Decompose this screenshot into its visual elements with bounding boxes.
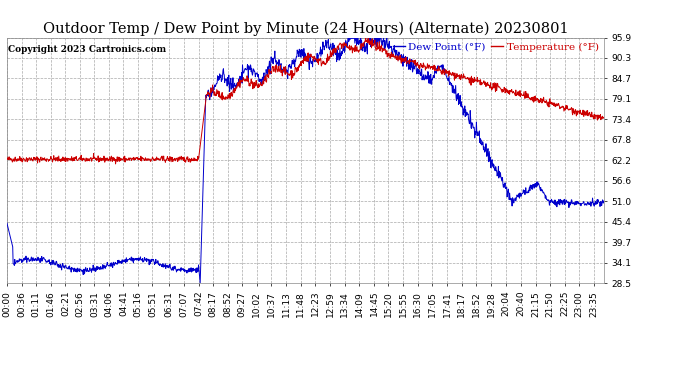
Title: Outdoor Temp / Dew Point by Minute (24 Hours) (Alternate) 20230801: Outdoor Temp / Dew Point by Minute (24 H…	[43, 22, 568, 36]
Text: Copyright 2023 Cartronics.com: Copyright 2023 Cartronics.com	[8, 45, 166, 54]
Legend: Dew Point (°F), Temperature (°F): Dew Point (°F), Temperature (°F)	[393, 43, 598, 52]
